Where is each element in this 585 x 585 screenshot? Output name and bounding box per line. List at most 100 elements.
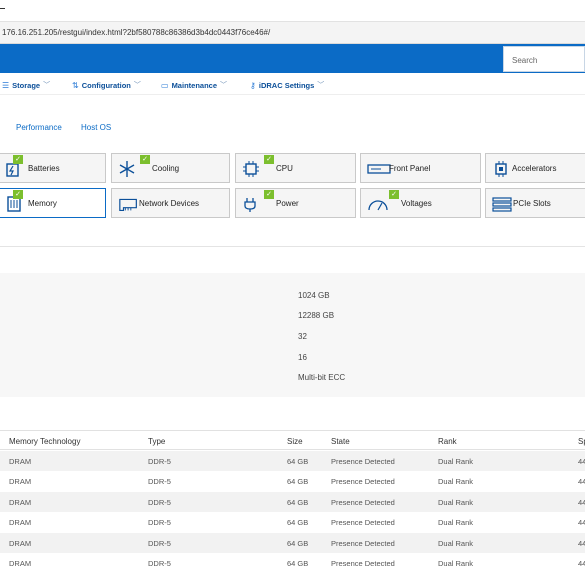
table-cell: Dual Rank [438,477,474,487]
table-row[interactable]: DRAM DDR-5 64 GB Presence Detected Dual Rank… [0,512,585,532]
nav-label-maintenance: Maintenance [171,80,217,90]
table-cell: 44 [578,457,585,466]
tile-accelerators[interactable]: Accelerators [485,153,585,183]
tile-front-panel[interactable]: Front Panel [360,153,481,183]
column-header[interactable]: Memory Technology [9,437,81,446]
nav-item-idrac-settings[interactable]: ⚷ iDRAC Settings ﹀ [250,80,324,90]
table-row[interactable]: DRAM DDR-5 64 GB Presence Detected Dual Rank… [0,491,585,512]
status-ok-icon: ✓ [264,190,274,199]
table-cell: Dual Rank [438,457,474,466]
table-cell: Dual Rank [438,559,474,568]
nav-label-idrac-settings: iDRAC Settings [258,80,315,90]
url-text[interactable]: 176.16.251.205/restgui/index.html?2bf580… [2,28,271,37]
network-card-icon [119,198,137,212]
table-cell: 64 GB [287,477,309,487]
table-cell: 44 [578,559,585,568]
tile-power[interactable]: ✓ Power [235,188,356,218]
summary-value-slots-used: 16 [298,353,307,362]
table-row[interactable]: DRAM DDR-5 64 GB Presence Detected Dual Rank… [0,471,585,491]
tile-label-front-panel: Front Panel [389,164,431,173]
tile-label-memory: Memory [28,199,57,208]
column-header[interactable]: Rank [438,437,457,446]
status-ok-icon: ✓ [389,190,399,199]
table-cell: Dual Rank [438,497,474,507]
search-input[interactable]: Search [503,46,585,72]
status-ok-icon: ✓ [264,155,274,164]
table-cell: 64 GB [287,538,309,548]
status-ok-icon: ✓ [140,155,150,164]
main-nav: ☰ Storage ﹀ ⇅ Configuration ﹀ ▭ Maintena… [0,73,585,95]
column-header[interactable]: State [331,437,350,446]
tile-batteries[interactable]: ✓ Batteries [0,153,106,183]
table-cell: 44 [578,477,585,487]
table-header: Memory Technology Type Size State Rank S… [0,430,585,450]
table-cell: Presence Detected [331,457,395,466]
tab-dash [0,8,5,9]
chevron-down-icon: ﹀ [133,82,141,89]
nav-item-storage[interactable]: ☰ Storage ﹀ [2,80,50,90]
tab-performance[interactable]: Performance [16,123,62,132]
summary-value-total-memory: 1024 GB [298,291,330,300]
tile-voltages[interactable]: ✓ Voltages [360,188,481,218]
table-cell: 64 GB [287,497,309,507]
tile-network-devices[interactable]: Network Devices [111,188,230,218]
nav-item-configuration[interactable]: ⇅ Configuration ﹀ [72,80,141,90]
column-header[interactable]: Type [148,437,166,446]
tile-label-power: Power [276,199,299,208]
tile-label-pcie-slots: PCIe Slots [513,199,551,208]
section-divider [0,246,585,247]
table-cell: DDR-5 [148,518,171,528]
chevron-down-icon: ﹀ [220,82,227,89]
table-cell: Dual Rank [438,538,474,548]
battery-icon [6,163,19,177]
tile-label-voltages: Voltages [401,199,432,208]
table-cell: DRAM [9,497,32,507]
tile-pcie-slots[interactable]: PCIe Slots [485,188,585,218]
status-ok-icon: ✓ [13,190,23,199]
table-cell: DDR-5 [148,497,171,507]
table-cell: Presence Detected [331,518,395,528]
table-cell: 64 GB [287,457,309,466]
table-cell: DRAM [9,559,32,568]
tile-cooling[interactable]: ✓ Cooling [111,153,230,183]
table-row[interactable]: DRAM DDR-5 64 GB Presence Detected Dual Rank… [0,553,585,573]
table-cell: 64 GB [287,518,309,528]
table-row[interactable]: DRAM DDR-5 64 GB Presence Detected Dual Rank… [0,451,585,471]
cooling-icon [119,161,135,177]
table-cell: Presence Detected [331,497,395,507]
tab-host-os[interactable]: Host OS [81,123,112,132]
accelerator-icon [495,161,507,177]
address-bar[interactable]: 176.16.251.205/restgui/index.html?2bf580… [0,22,585,44]
table-cell: DRAM [9,538,32,548]
tile-cpu[interactable]: ✓ CPU [235,153,356,183]
table-cell: DRAM [9,477,32,487]
nav-label-configuration: Configuration [81,80,131,90]
table-cell: Dual Rank [438,518,474,528]
storage-icon: ☰ [2,80,10,90]
gauge-icon [368,200,388,211]
tile-memory[interactable]: ✓ Memory [0,188,106,218]
tile-label-cooling: Cooling [152,164,180,173]
browser-tab-strip [0,0,585,22]
tile-label-batteries: Batteries [28,164,60,173]
table-cell: 44 [578,497,585,507]
table-cell: Presence Detected [331,559,395,568]
sub-tabs: Performance Host OS [0,118,585,136]
front-panel-icon [367,164,391,174]
summary-value-max-capacity: 12288 GB [298,311,335,320]
cpu-icon [243,161,259,177]
memory-summary-panel: 1024 GB 12288 GB 32 16 Multi-bit ECC [0,273,585,397]
power-plug-icon [244,198,256,212]
tile-label-cpu: CPU [276,164,293,173]
column-header[interactable]: Size [287,437,303,446]
tile-label-network-devices: Network Devices [139,199,200,208]
table-row[interactable]: DRAM DDR-5 64 GB Presence Detected Dual Rank… [0,532,585,553]
nav-item-maintenance[interactable]: ▭ Maintenance ﹀ [161,80,227,90]
summary-value-slots-available: 32 [298,332,307,341]
search-placeholder: Search [512,56,538,65]
table-cell: DDR-5 [148,477,171,487]
column-header[interactable]: Sp [578,437,585,446]
table-cell: 44 [578,518,585,528]
tile-label-accelerators: Accelerators [512,164,557,173]
table-cell: DDR-5 [148,538,171,548]
